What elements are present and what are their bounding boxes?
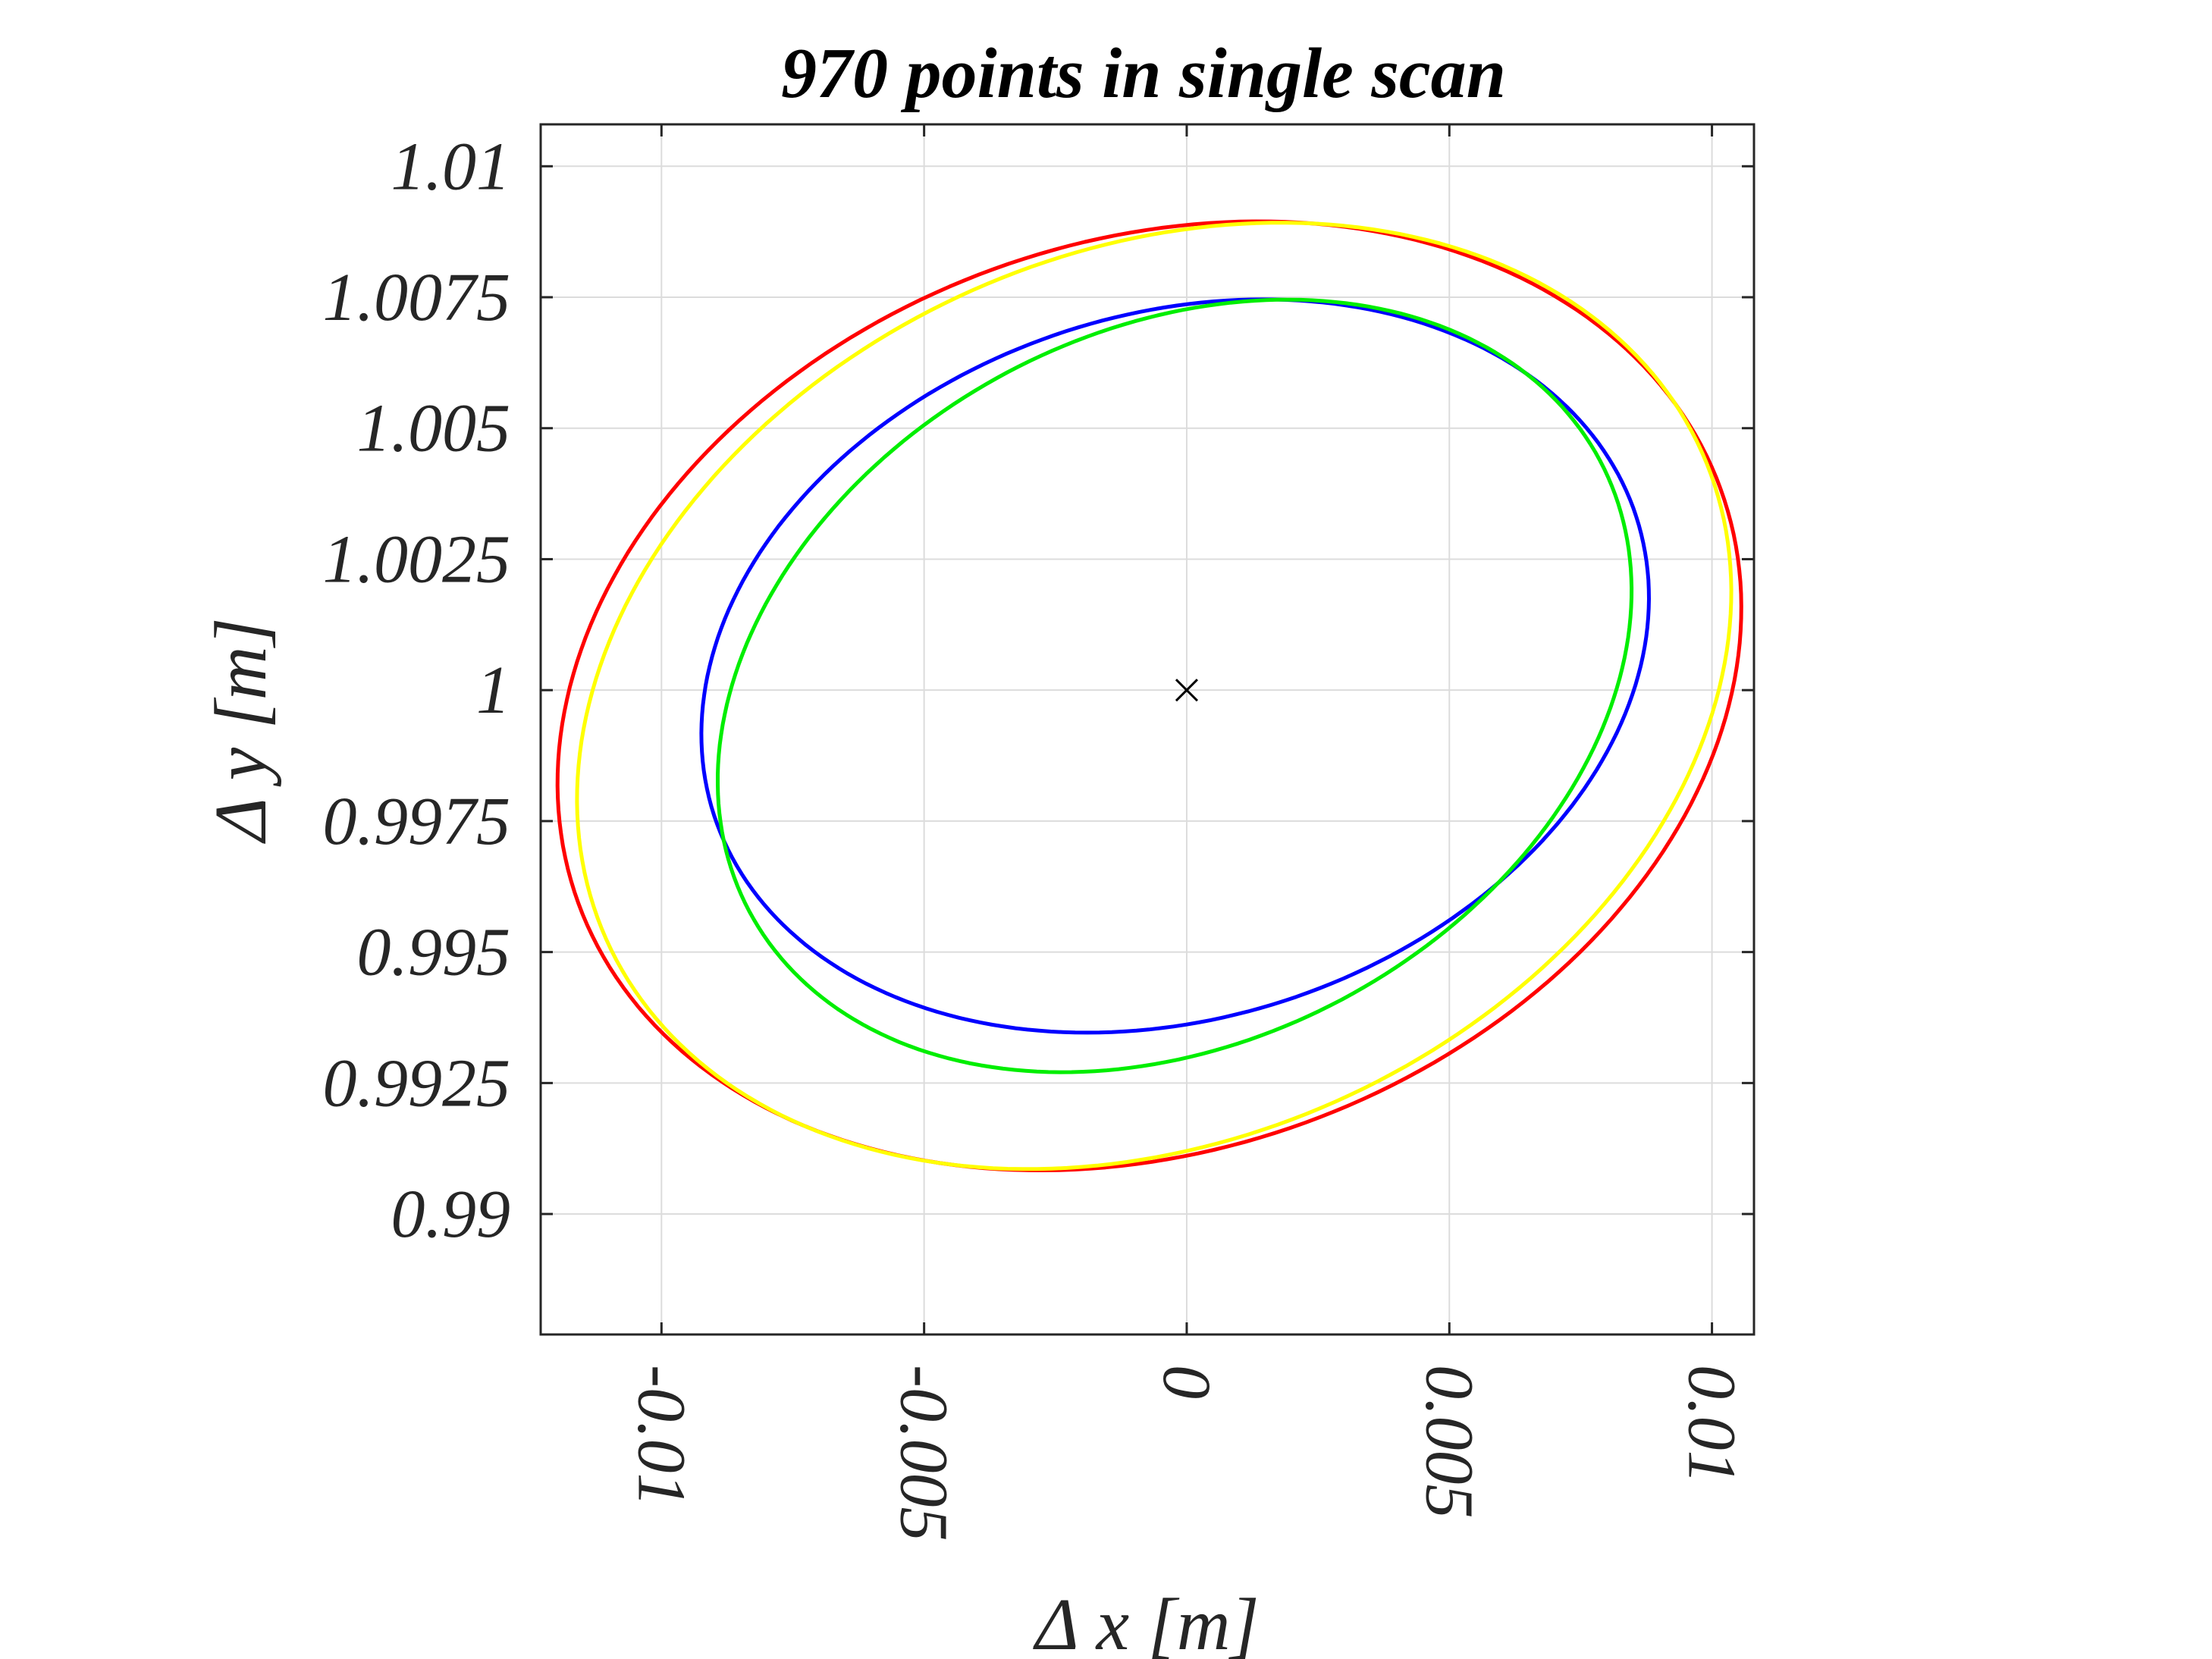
chart-title: 970 points in single scan <box>781 34 1506 113</box>
grid-lines <box>541 124 1754 1334</box>
y-axis-label: Δ y [m] <box>200 617 282 844</box>
series-line-2 <box>575 221 1734 1171</box>
y-tick-label: 0.9975 <box>323 784 511 859</box>
y-tick-label: 1 <box>476 653 510 728</box>
y-tick-label: 0.99 <box>391 1177 511 1252</box>
x-tick-label: 0.005 <box>1411 1365 1486 1519</box>
x-tick-label: -0.005 <box>886 1365 962 1541</box>
data-series <box>555 219 1743 1172</box>
x-tick-label: 0.01 <box>1674 1365 1749 1485</box>
center-marker-group <box>1175 679 1199 702</box>
axes-box <box>539 123 1755 1336</box>
y-tick-label: 0.995 <box>357 915 511 990</box>
series-line-4 <box>716 297 1634 1074</box>
x-tick-label: 0 <box>1149 1365 1224 1399</box>
tick-labels: -0.01 -0.005 0 0.005 0.01 0.99 0.9925 0.995 0.99… <box>323 129 1749 1541</box>
x-tick-label: -0.01 <box>623 1365 698 1507</box>
axis-ticks <box>541 124 1754 1334</box>
y-tick-label: 0.9925 <box>323 1046 511 1121</box>
y-tick-label: 1.01 <box>391 129 511 204</box>
x-axis-label: Δ x [m] <box>1032 1584 1259 1659</box>
y-tick-label: 1.0025 <box>323 522 511 597</box>
center-marker-stroke <box>1175 679 1199 702</box>
y-tick-label: 1.005 <box>357 391 511 466</box>
y-tick-label: 1.0075 <box>323 260 511 335</box>
